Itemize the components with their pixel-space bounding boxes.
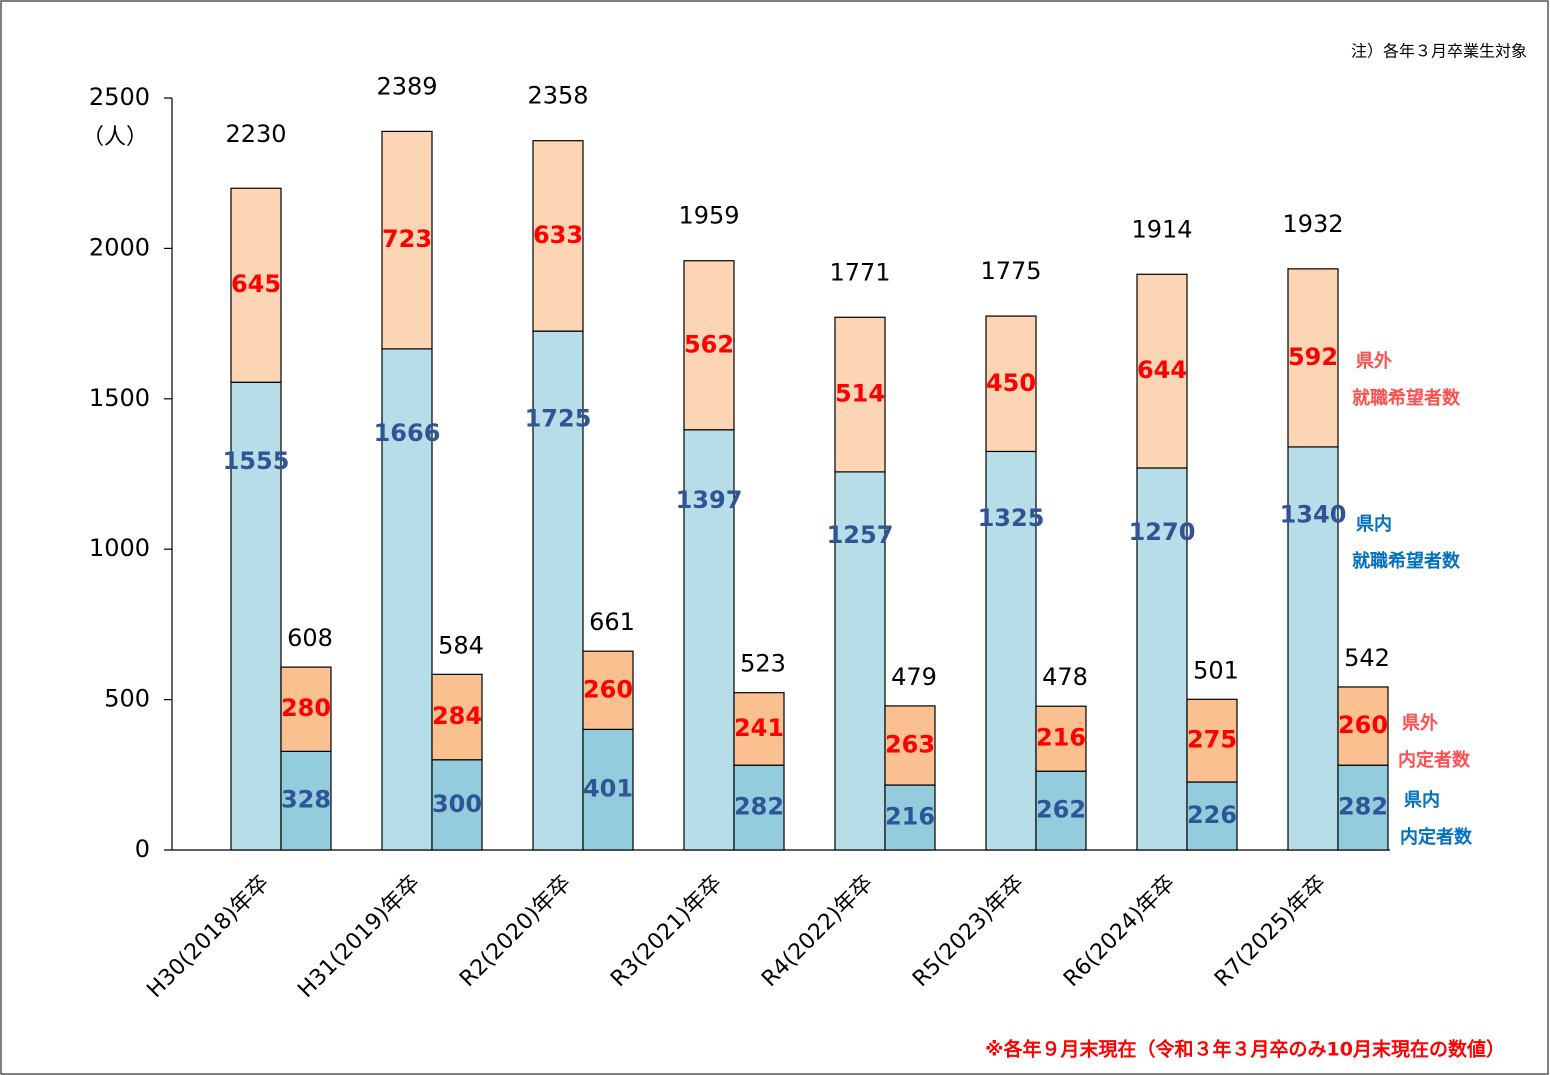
value-label: 1725: [525, 404, 592, 432]
value-label: 282: [1338, 793, 1388, 821]
bar: [985, 450, 1037, 851]
value-label: 1397: [676, 486, 743, 514]
y-tick-label: 1000: [89, 534, 150, 562]
legend-label: 県外: [1402, 712, 1438, 734]
value-label: 1340: [1280, 500, 1347, 528]
y-tick-label: 2000: [89, 233, 150, 261]
total-label: 661: [589, 608, 635, 636]
bar: [683, 260, 735, 431]
value-label: 514: [835, 380, 885, 408]
total-label: 523: [740, 650, 786, 678]
value-label: 260: [583, 675, 633, 703]
total-label: 2230: [225, 120, 286, 148]
legend-label: 内定者数: [1400, 826, 1473, 848]
total-label: 1771: [829, 258, 890, 286]
value-label: 263: [885, 730, 935, 758]
bar: [280, 750, 332, 851]
value-label: 262: [1036, 796, 1086, 824]
bar: [683, 429, 735, 851]
value-label: 450: [986, 369, 1036, 397]
bar: [230, 381, 282, 851]
legend-label: 就職希望者数: [1352, 550, 1461, 572]
total-label: 542: [1344, 644, 1390, 672]
value-label: 216: [885, 803, 935, 831]
value-label: 633: [533, 221, 583, 249]
y-tick-label: 2500: [89, 83, 150, 111]
bar: [431, 673, 483, 761]
bar: [884, 784, 936, 851]
bar: [1035, 705, 1087, 772]
total-label: 584: [438, 631, 484, 659]
bar: [230, 187, 282, 383]
value-label: 1555: [223, 447, 290, 475]
total-label: 1914: [1131, 215, 1192, 243]
value-label: 562: [684, 330, 734, 358]
value-label: 260: [1338, 711, 1388, 739]
bar: [834, 471, 886, 851]
legend-label: 内定者数: [1398, 749, 1471, 771]
bar: [381, 130, 433, 350]
y-tick-label: 1500: [89, 384, 150, 412]
bar: [1337, 686, 1389, 766]
total-label: 1775: [980, 257, 1041, 285]
bar: [1186, 781, 1238, 851]
y-tick-label: 0: [135, 835, 150, 863]
total-label: 2389: [376, 72, 437, 100]
value-label: 723: [382, 225, 432, 253]
value-label: 275: [1187, 726, 1237, 754]
value-label: 280: [281, 694, 331, 722]
bar: [431, 759, 483, 851]
legend-label: 県内: [1404, 789, 1440, 811]
legend-label: 就職希望者数: [1352, 387, 1461, 409]
value-label: 645: [231, 270, 281, 298]
bar: [1136, 273, 1188, 469]
value-label: 401: [583, 775, 633, 803]
bar: [1035, 770, 1087, 851]
bar: [381, 348, 433, 851]
total-label: 479: [891, 663, 937, 691]
y-tick-label: 500: [104, 685, 150, 713]
bar: [985, 315, 1037, 453]
bar: [884, 705, 936, 786]
footnote: ※各年９月末現在（令和３年３月卒のみ10月末現在の数値）: [985, 1038, 1505, 1061]
value-label: 216: [1036, 724, 1086, 752]
value-label: 282: [734, 793, 784, 821]
total-label: 478: [1042, 663, 1088, 691]
note: 注）各年３月卒業生対象: [1351, 42, 1527, 61]
y-unit: （人）: [82, 125, 148, 150]
bar: [1287, 268, 1339, 448]
value-label: 300: [432, 790, 482, 818]
value-label: 1666: [374, 419, 441, 447]
value-label: 1325: [978, 504, 1045, 532]
value-label: 241: [734, 714, 784, 742]
bar: [280, 666, 332, 752]
legend-label: 県内: [1356, 513, 1392, 535]
bar: [1337, 764, 1389, 851]
legend-label: 県外: [1356, 350, 1392, 372]
bar: [582, 728, 634, 851]
bar: [532, 330, 584, 851]
value-label: 226: [1187, 801, 1237, 829]
bar: [1186, 698, 1238, 783]
value-label: 284: [432, 702, 482, 730]
value-label: 592: [1288, 343, 1338, 371]
bar: [532, 140, 584, 332]
value-label: 1257: [827, 521, 894, 549]
total-label: 2358: [527, 82, 588, 110]
bar: [733, 692, 785, 766]
total-label: 1932: [1282, 210, 1343, 238]
value-label: 328: [281, 786, 331, 814]
total-label: 1959: [678, 202, 739, 230]
total-label: 608: [287, 624, 333, 652]
bar: [834, 316, 886, 473]
value-label: 1270: [1129, 518, 1196, 546]
value-label: 644: [1137, 356, 1187, 384]
bar: [582, 650, 634, 730]
total-label: 501: [1193, 656, 1239, 684]
bar: [1136, 467, 1188, 851]
